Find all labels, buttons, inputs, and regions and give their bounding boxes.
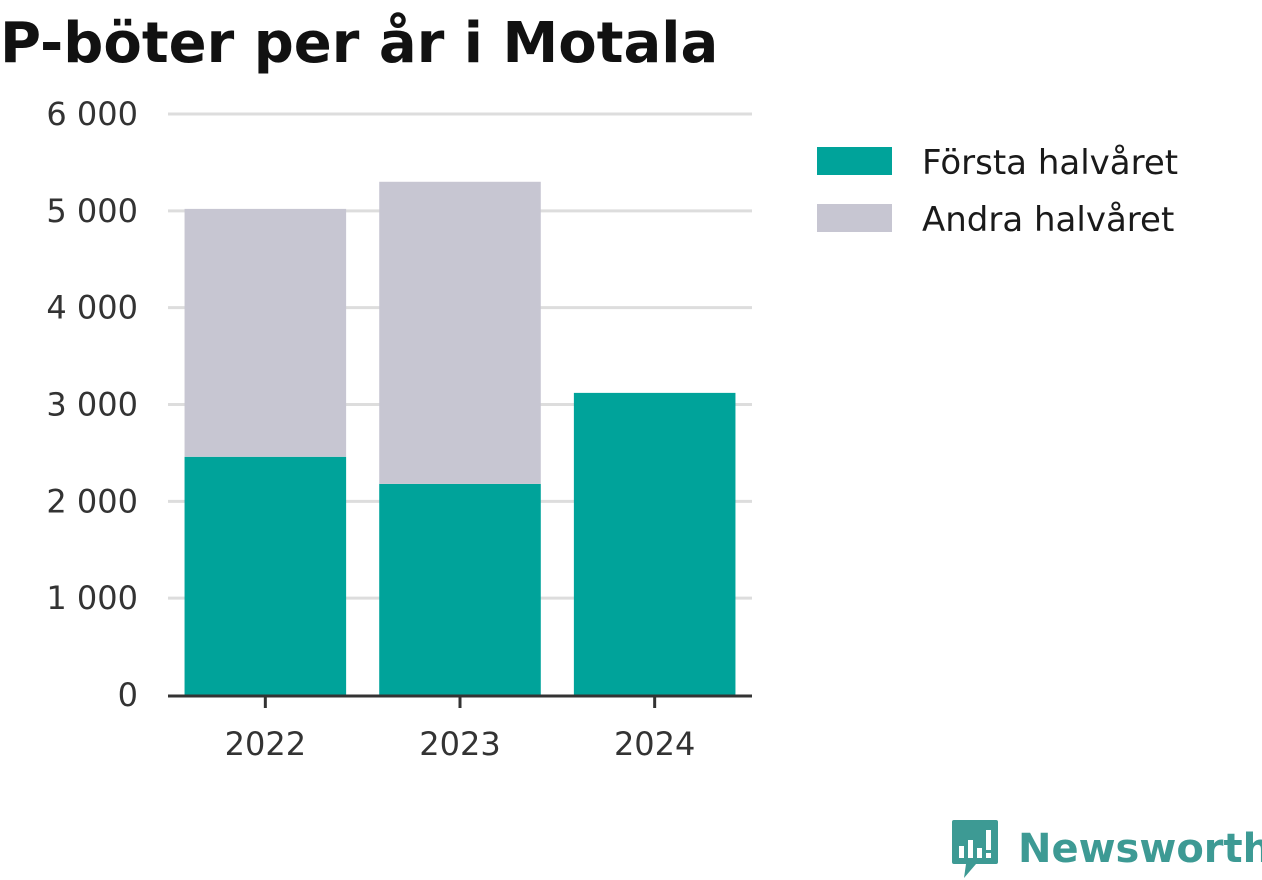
legend: Första halvåret Andra halvåret xyxy=(817,143,1178,240)
bar-2022-series-1 xyxy=(184,208,347,457)
bar-2023-series-0 xyxy=(379,483,541,695)
x-tick-label: 2024 xyxy=(614,725,695,763)
brand-name: Newsworthy xyxy=(1018,826,1262,872)
y-tick-label: 5 000 xyxy=(46,192,138,230)
bars xyxy=(184,181,736,695)
y-tick-label: 3 000 xyxy=(46,386,138,424)
x-tick-label: 2022 xyxy=(225,725,306,763)
x-axis: 2022 2023 2024 xyxy=(168,694,752,763)
legend-swatch xyxy=(817,204,892,232)
legend-label: Andra halvåret xyxy=(922,200,1174,240)
y-axis: 0 1 000 2 000 3 000 4 000 5 000 6 000 xyxy=(46,95,138,714)
y-tick-label: 1 000 xyxy=(46,579,138,617)
legend-label: Första halvåret xyxy=(922,143,1178,183)
bar-2022-series-0 xyxy=(184,456,347,695)
newsworthy-logo-icon xyxy=(952,820,998,878)
y-tick-label: 4 000 xyxy=(46,289,138,327)
x-tick-label: 2023 xyxy=(419,725,500,763)
bar-2023-series-1 xyxy=(379,181,541,484)
y-tick-label: 6 000 xyxy=(46,95,138,133)
y-tick-label: 0 xyxy=(118,676,138,714)
brand-logo: Newsworthy xyxy=(950,818,1262,880)
bar-2024-series-0 xyxy=(573,392,736,695)
y-tick-label: 2 000 xyxy=(46,482,138,520)
chart-title: P-böter per år i Motala xyxy=(0,11,719,76)
legend-swatch xyxy=(817,147,892,175)
